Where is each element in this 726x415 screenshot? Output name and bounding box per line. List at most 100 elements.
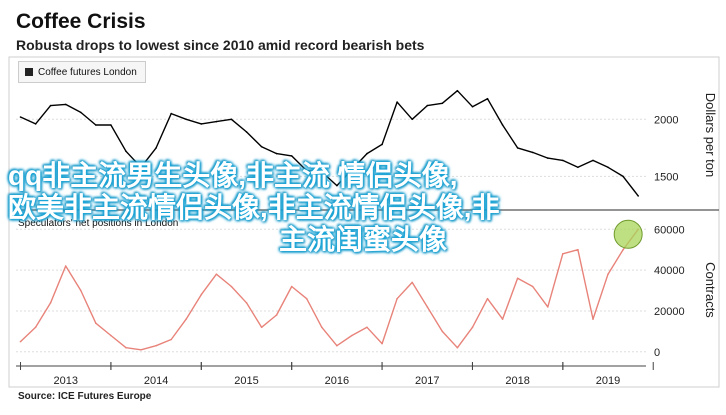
price-series-line-point	[230, 118, 233, 121]
positions-series-line-point	[411, 281, 414, 284]
positions-series-line-point	[125, 346, 127, 349]
legend-swatch-icon	[25, 68, 33, 76]
price-series-line-point	[351, 168, 353, 171]
price-series-line-point	[562, 159, 564, 162]
positions-series-line-point	[336, 344, 338, 347]
bottom-tick-label: 60000	[654, 224, 685, 236]
latest-value-marker	[613, 219, 643, 249]
price-series-line-point	[185, 118, 187, 121]
price-series-line-point	[110, 124, 112, 126]
price-series-line-point	[275, 152, 278, 155]
x-tick-label: 2013	[53, 375, 77, 387]
price-series-line-point	[260, 145, 263, 148]
positions-series-line-point	[562, 253, 564, 255]
chart-subtitle: Robusta drops to lowest since 2010 amid …	[16, 37, 425, 53]
bottom-y-axis-label: Contracts	[703, 262, 718, 318]
positions-series-line-point	[396, 297, 398, 300]
price-series-line-point	[125, 150, 127, 153]
positions-series-line-point	[607, 273, 609, 276]
positions-series-line-point	[321, 326, 323, 329]
positions-series-line-point	[80, 289, 82, 292]
positions-series-line-point	[501, 318, 504, 320]
positions-series-line-point	[547, 306, 549, 308]
price-legend: Coffee futures London	[18, 61, 146, 83]
price-series-line-point	[547, 157, 549, 159]
top-tick-label: 1500	[654, 171, 678, 183]
price-series-line-point	[95, 124, 97, 126]
positions-series-line-point	[19, 340, 22, 343]
positions-series-line-point	[185, 318, 187, 320]
x-tick-label: 2016	[325, 375, 349, 387]
price-series-line-point	[381, 143, 383, 146]
price-series-line-point	[607, 166, 609, 169]
positions-series-line-point	[215, 273, 218, 276]
price-series-line	[20, 89, 639, 197]
positions-series-line-point	[381, 342, 383, 345]
positions-series-line-point	[426, 306, 429, 308]
positions-series-line-point	[155, 344, 157, 347]
price-series-line-point	[516, 147, 519, 149]
positions-series-line-point	[592, 318, 594, 320]
chart-frame	[8, 56, 720, 388]
price-series-line-point	[396, 101, 398, 103]
positions-series-line-point	[245, 302, 248, 304]
bottom-tick-label: 0	[654, 347, 660, 359]
price-series-line-point	[577, 166, 579, 169]
price-series-line-point	[245, 131, 248, 133]
top-y-axis-label: Dollars per ton	[703, 93, 718, 178]
positions-series-line-point	[95, 322, 97, 325]
price-series-line-point	[215, 120, 218, 123]
x-tick-label: 2017	[415, 375, 439, 387]
price-series-line-point	[170, 112, 172, 115]
price-series-line-point	[19, 116, 22, 118]
positions-series-line-point	[34, 326, 37, 329]
positions-series-line-point	[531, 285, 534, 288]
price-series-line-point	[622, 175, 624, 178]
positions-series-line-point	[49, 302, 52, 304]
x-tick-label: 2014	[144, 375, 168, 387]
price-series-line-point	[366, 152, 368, 155]
price-series-line-point	[426, 104, 429, 107]
price-series-line-point	[336, 184, 338, 187]
price-series-line-point	[321, 171, 323, 173]
positions-series-line-point	[577, 248, 579, 251]
positions-series-line-point	[200, 293, 203, 296]
x-tick-label: 2015	[234, 375, 258, 387]
positions-series-line-point	[486, 297, 489, 300]
price-series-line-point	[501, 124, 504, 126]
source-note: Source: ICE Futures Europe	[18, 391, 152, 402]
price-series-line-point	[531, 151, 534, 154]
positions-series-line-point	[290, 285, 293, 288]
price-series-line-point	[441, 102, 444, 105]
positions-series-line-point	[366, 326, 368, 329]
positions-series-line-point	[275, 314, 278, 316]
positions-series-line-point	[456, 346, 459, 349]
price-series-line-point	[49, 104, 52, 107]
price-series-line-point	[592, 159, 594, 162]
top-tick-label: 2000	[654, 114, 678, 126]
x-tick-label: 2018	[505, 375, 529, 387]
positions-series-line	[20, 228, 639, 351]
positions-series-line-point	[305, 297, 308, 300]
positions-series-line-point	[351, 334, 353, 337]
price-series-line-point	[486, 97, 489, 100]
price-legend-label: Coffee futures London	[38, 66, 137, 78]
price-series-line-point	[140, 166, 142, 169]
bottom-tick-label: 40000	[654, 265, 685, 277]
x-tick-label: 2019	[596, 375, 620, 387]
positions-series-line-point	[230, 285, 233, 288]
price-series-line-point	[200, 123, 203, 125]
positions-series-line-point	[170, 338, 172, 341]
positions-series-line-point	[110, 334, 112, 337]
positions-series-line-point	[516, 277, 519, 280]
positions-series-line-point	[64, 265, 67, 267]
price-series-line-point	[290, 155, 293, 157]
price-series-line-point	[305, 169, 308, 172]
price-series-line-point	[471, 105, 474, 108]
price-series-line-point	[34, 123, 37, 125]
chart-title: Coffee Crisis	[16, 10, 146, 33]
positions-legend-label: Speculators' net positions in London	[18, 218, 179, 229]
positions-series-line-point	[622, 248, 624, 251]
positions-series-line-point	[441, 330, 444, 333]
